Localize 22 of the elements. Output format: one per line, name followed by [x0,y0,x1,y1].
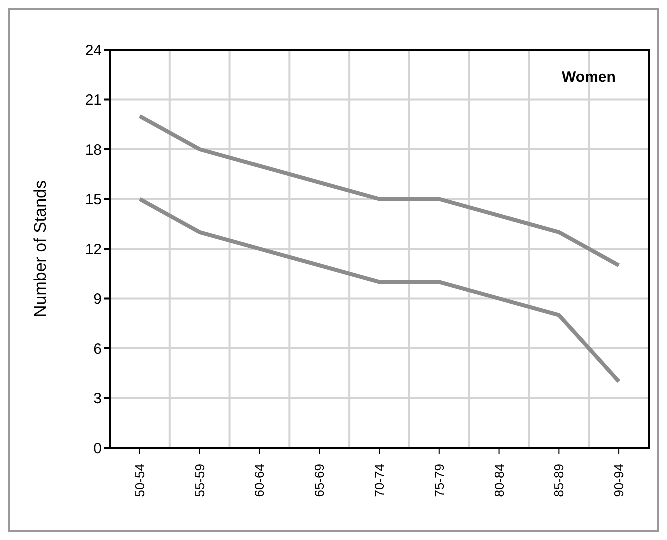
line-series [138,114,622,268]
y-tick-label: 3 [94,390,102,408]
y-tick-label: 9 [94,291,102,308]
y-tick-label: 0 [94,440,102,458]
annotation: Women [562,69,616,86]
y-tick-label: 21 [85,92,102,110]
x-tick-label: 60-64 [252,464,268,498]
y-tick-label: 18 [85,142,102,159]
y-tick-label: 12 [85,241,102,258]
x-tick-label: 90-94 [612,464,627,498]
x-tick-label: 50-54 [132,464,148,498]
x-tick-label: 65-69 [312,464,328,498]
x-tick-label: 55-59 [192,464,208,498]
line-series [138,197,622,384]
y-tick-label: 24 [85,42,102,60]
y-axis-title: Number of Stands [31,180,50,318]
x-tick-label: 80-84 [492,464,507,498]
y-tick-label: 15 [85,192,102,209]
x-tick-label: 85-89 [552,464,567,498]
y-tick-label: 6 [94,340,102,358]
x-tick-label: 75-79 [432,464,447,498]
x-tick-label: 70-74 [372,464,387,498]
